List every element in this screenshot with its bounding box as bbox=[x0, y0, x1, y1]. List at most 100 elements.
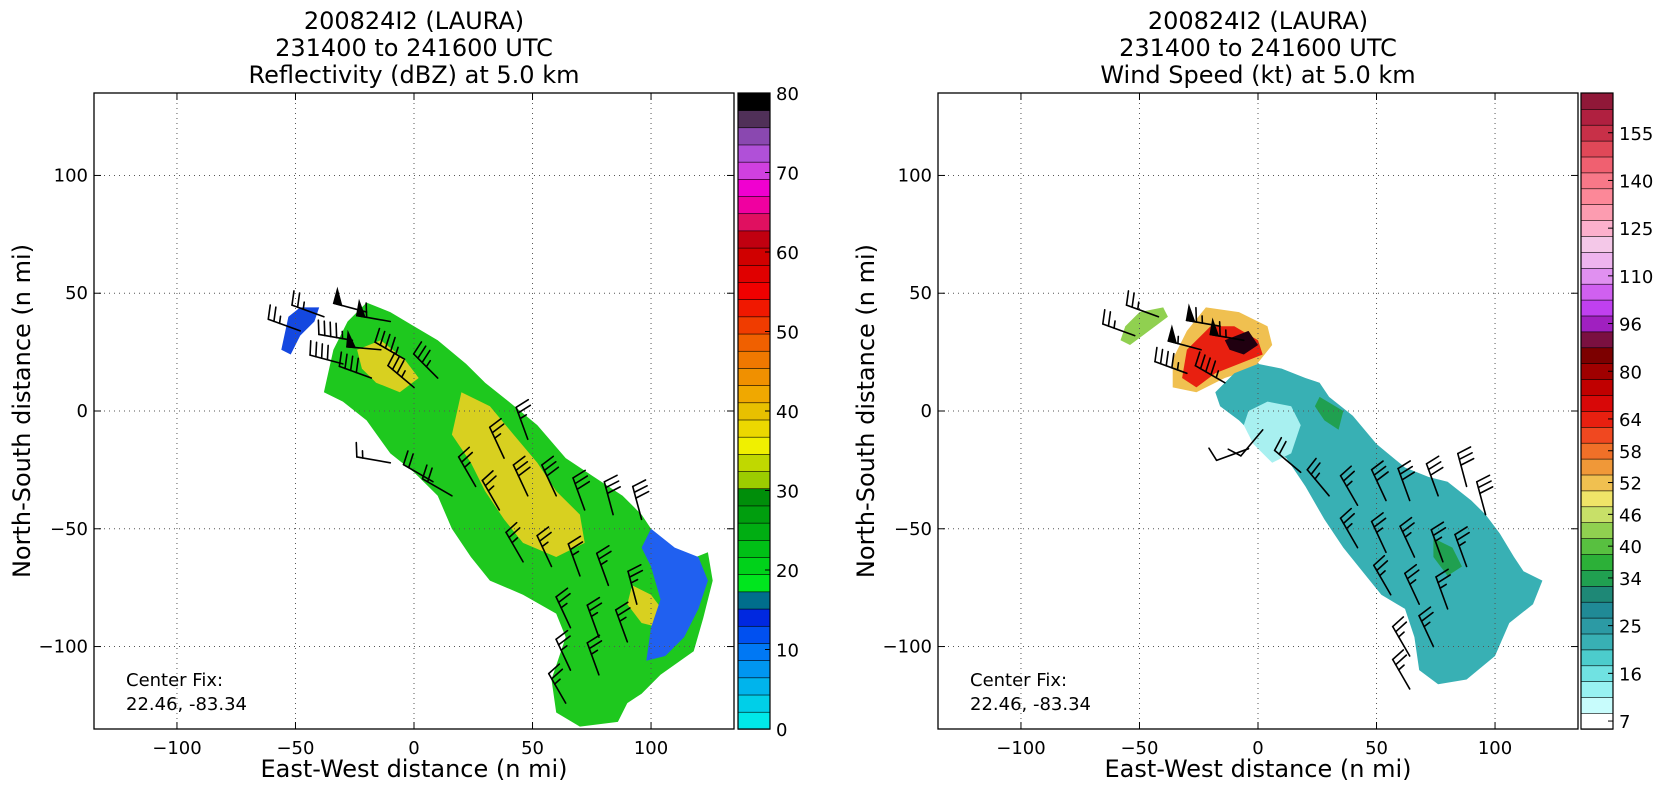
y-tick-label: −50 bbox=[894, 519, 932, 540]
colorbar-cell bbox=[738, 299, 770, 317]
colorbar-cell bbox=[738, 574, 770, 592]
colorbar-cell bbox=[1581, 300, 1613, 316]
colorbar-cell bbox=[1581, 141, 1613, 157]
colorbar-label: 40 bbox=[776, 402, 799, 423]
colorbar-cell bbox=[1581, 157, 1613, 173]
wind-barb-full bbox=[336, 323, 337, 337]
colorbar-cell bbox=[738, 454, 770, 472]
colorbar-cell bbox=[738, 196, 770, 214]
wind-barb-full bbox=[1196, 308, 1197, 322]
colorbar-cell bbox=[1581, 188, 1613, 204]
wind-barb-full bbox=[1220, 322, 1221, 336]
wind-barb-full bbox=[366, 303, 367, 317]
colorbar-cell bbox=[1581, 650, 1613, 666]
center-fix-value: 22.46, -83.34 bbox=[126, 694, 247, 715]
colorbar-cell bbox=[738, 231, 770, 249]
colorbar-cell bbox=[738, 471, 770, 489]
colorbar-cell bbox=[1581, 252, 1613, 268]
wind-barb-full bbox=[330, 322, 331, 336]
wind-barb-half bbox=[1114, 321, 1115, 328]
colorbar-cell bbox=[1581, 459, 1613, 475]
y-tick-label: 50 bbox=[909, 283, 932, 304]
colorbar-label: 20 bbox=[776, 561, 799, 582]
y-axis-label: North-South distance (n mi) bbox=[8, 244, 36, 578]
wind-barb-full bbox=[327, 345, 328, 359]
wind-barb-half bbox=[1138, 302, 1139, 309]
colorbar-cell bbox=[738, 265, 770, 283]
colorbar-label: 34 bbox=[1619, 569, 1642, 590]
colorbar-cell bbox=[738, 248, 770, 266]
colorbar-label: 50 bbox=[776, 323, 799, 344]
chart-title-line: 200824I2 (LAURA) bbox=[1148, 7, 1368, 35]
colorbar-label: 0 bbox=[776, 720, 787, 741]
colorbar-label: 96 bbox=[1619, 315, 1642, 336]
colorbar-cell bbox=[738, 282, 770, 300]
colorbar-label: 40 bbox=[1619, 537, 1642, 558]
colorbar-cell bbox=[1581, 347, 1613, 363]
y-tick-label: 100 bbox=[898, 165, 932, 186]
colorbar-label: 60 bbox=[776, 243, 799, 264]
colorbar-cell bbox=[738, 540, 770, 558]
y-axis-label: North-South distance (n mi) bbox=[852, 244, 880, 578]
colorbar-cell bbox=[738, 677, 770, 695]
chart-title-line: Reflectivity (dBZ) at 5.0 km bbox=[249, 61, 580, 89]
chart-title-line: 231400 to 241600 UTC bbox=[1119, 34, 1397, 62]
chart-title-line: 231400 to 241600 UTC bbox=[275, 34, 553, 62]
colorbar-cell bbox=[738, 591, 770, 609]
colorbar-cell bbox=[1581, 602, 1613, 618]
colorbar-cell bbox=[738, 626, 770, 644]
colorbar-cell bbox=[1581, 93, 1613, 109]
colorbar-cell bbox=[738, 385, 770, 403]
center-fix-value: 22.46, -83.34 bbox=[970, 694, 1091, 715]
colorbar-cell bbox=[738, 127, 770, 145]
colorbar-cell bbox=[738, 609, 770, 627]
x-tick-label: 100 bbox=[1478, 738, 1512, 759]
colorbar-cell bbox=[738, 695, 770, 713]
y-tick-label: 50 bbox=[65, 283, 88, 304]
colorbar-cell bbox=[738, 368, 770, 386]
colorbar-cell bbox=[738, 523, 770, 541]
colorbar-cell bbox=[1581, 522, 1613, 538]
colorbar-cell bbox=[738, 145, 770, 163]
colorbar-cell bbox=[1581, 204, 1613, 220]
colorbar-label: 70 bbox=[776, 164, 799, 185]
colorbar-label: 7 bbox=[1619, 712, 1630, 733]
colorbar-label: 140 bbox=[1619, 171, 1653, 192]
wind-barb-full bbox=[324, 321, 325, 335]
colorbar-label: 25 bbox=[1619, 617, 1642, 638]
y-tick-label: 100 bbox=[54, 165, 88, 186]
wind-barb-half bbox=[1177, 363, 1178, 370]
colorbar-cell bbox=[738, 643, 770, 661]
x-tick-label: −100 bbox=[152, 738, 201, 759]
colorbar-cell bbox=[1581, 586, 1613, 602]
wind-barb-full bbox=[316, 342, 317, 356]
colorbar-cell bbox=[1581, 332, 1613, 348]
x-tick-label: 100 bbox=[634, 738, 668, 759]
colorbar-cell bbox=[1581, 284, 1613, 300]
colorbar-label: 125 bbox=[1619, 219, 1653, 240]
colorbar-cell bbox=[738, 351, 770, 369]
colorbar-cell bbox=[1581, 491, 1613, 507]
colorbar-label: 64 bbox=[1619, 410, 1642, 431]
colorbar-label: 10 bbox=[776, 641, 799, 662]
colorbar-label: 80 bbox=[1619, 362, 1642, 383]
colorbar-cell bbox=[738, 660, 770, 678]
wind-barb-half bbox=[303, 302, 304, 309]
colorbar-label: 30 bbox=[776, 482, 799, 503]
colorbar-cell bbox=[1581, 554, 1613, 570]
colorbar-cell bbox=[1581, 109, 1613, 125]
y-tick-label: −100 bbox=[39, 637, 88, 658]
x-axis-label: East-West distance (n mi) bbox=[260, 755, 567, 783]
colorbar-label: 155 bbox=[1619, 124, 1653, 145]
colorbar-cell bbox=[738, 437, 770, 455]
y-tick-label: −50 bbox=[50, 519, 88, 540]
colorbar-cell bbox=[738, 110, 770, 128]
